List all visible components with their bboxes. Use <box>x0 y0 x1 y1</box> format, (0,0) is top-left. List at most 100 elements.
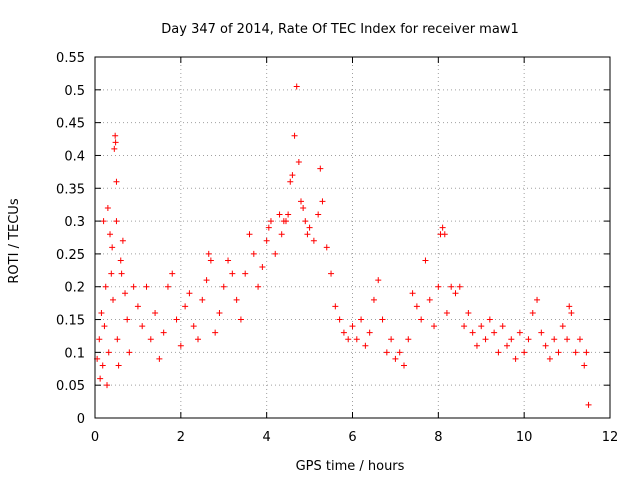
data-point <box>585 401 592 408</box>
data-point <box>130 283 137 290</box>
y-tick-label: 0.4 <box>64 149 85 164</box>
data-point <box>461 323 468 330</box>
data-point <box>289 172 296 179</box>
y-tick-label: 0 <box>77 412 85 427</box>
data-point <box>521 349 528 356</box>
data-point <box>105 349 112 356</box>
data-point <box>124 316 131 323</box>
data-point <box>583 349 590 356</box>
data-point <box>97 375 104 382</box>
data-point <box>564 336 571 343</box>
data-point <box>353 336 360 343</box>
y-tick-label: 0.35 <box>56 182 85 197</box>
data-point <box>358 316 365 323</box>
x-axis-ticks: 0 2 4 6 8 10 12 <box>91 57 618 445</box>
data-point <box>516 329 523 336</box>
data-point <box>422 257 429 264</box>
data-point <box>199 296 206 303</box>
data-point <box>370 296 377 303</box>
data-point <box>220 283 227 290</box>
data-point <box>110 296 117 303</box>
data-point <box>443 309 450 316</box>
y-tick-label: 0.55 <box>56 51 85 66</box>
data-point <box>207 257 214 264</box>
data-point <box>212 329 219 336</box>
data-point <box>388 336 395 343</box>
data-point <box>293 83 300 90</box>
y-axis-label: ROTI / TECUs <box>7 198 22 283</box>
data-point <box>576 336 583 343</box>
data-point <box>265 224 272 231</box>
data-point <box>542 342 549 349</box>
data-point <box>491 329 498 336</box>
data-point <box>113 178 120 185</box>
data-point <box>405 336 412 343</box>
data-point <box>250 250 257 257</box>
data-point <box>195 336 201 343</box>
data-point <box>152 309 159 316</box>
y-tick-label: 0.45 <box>56 117 85 132</box>
y-tick-label: 0.1 <box>64 346 85 361</box>
data-point <box>328 270 335 277</box>
data-point <box>225 257 232 264</box>
data-point <box>104 382 111 389</box>
data-point <box>435 283 442 290</box>
data-point <box>426 296 433 303</box>
data-points <box>94 83 592 408</box>
y-tick-label: 0.15 <box>56 314 85 329</box>
data-point <box>581 362 588 369</box>
y-tick-label: 0.2 <box>64 281 85 296</box>
data-point <box>375 277 382 284</box>
data-point <box>551 336 558 343</box>
data-point <box>267 218 274 225</box>
data-point <box>237 316 244 323</box>
data-point <box>473 342 480 349</box>
data-point <box>508 336 515 343</box>
data-point <box>96 336 103 343</box>
data-point <box>263 237 270 244</box>
data-point <box>568 309 575 316</box>
data-point <box>278 231 285 238</box>
data-point <box>306 224 313 231</box>
data-point <box>291 132 298 139</box>
data-point <box>439 224 446 231</box>
data-point <box>304 231 311 238</box>
data-point <box>242 270 249 277</box>
data-point <box>345 336 352 343</box>
data-point <box>190 323 197 330</box>
data-point <box>99 362 106 369</box>
x-tick-label: 4 <box>263 430 271 445</box>
data-point <box>441 231 448 238</box>
data-point <box>186 290 193 297</box>
x-tick-label: 2 <box>177 430 185 445</box>
data-point <box>431 323 438 330</box>
data-point <box>112 139 119 146</box>
data-point <box>233 296 240 303</box>
data-point <box>465 309 472 316</box>
data-point <box>413 303 420 310</box>
data-point <box>246 231 253 238</box>
data-point <box>112 132 119 139</box>
data-point <box>122 290 129 297</box>
data-point <box>276 211 283 218</box>
data-point <box>525 336 532 343</box>
data-point <box>259 264 266 271</box>
y-tick-label: 0.05 <box>56 379 85 394</box>
data-point <box>409 290 416 297</box>
data-point <box>383 349 390 356</box>
data-point <box>392 355 399 362</box>
y-tick-label: 0.25 <box>56 248 85 263</box>
y-axis-ticks: 0 0.05 0.1 0.15 0.2 0.25 0.3 0.35 0.4 0.45 0.5 0.55 <box>56 51 610 427</box>
y-tick-label: 0.5 <box>64 84 85 99</box>
data-point <box>298 198 304 205</box>
data-point <box>182 303 189 310</box>
data-point <box>396 349 403 356</box>
data-point <box>452 290 459 297</box>
data-point <box>169 270 176 277</box>
data-point <box>113 218 120 225</box>
data-point <box>118 270 125 277</box>
data-point <box>177 342 184 349</box>
data-point <box>534 296 541 303</box>
data-point <box>512 355 519 362</box>
data-point <box>401 362 407 369</box>
